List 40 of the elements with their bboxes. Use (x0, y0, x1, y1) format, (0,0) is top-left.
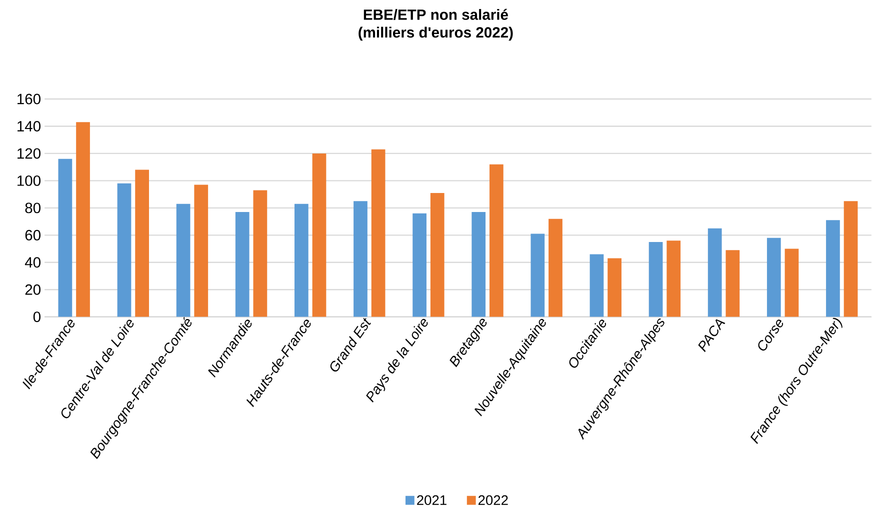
bar (472, 212, 486, 317)
bar (371, 150, 386, 317)
legend-label: 2022 (478, 495, 508, 506)
bar (194, 184, 208, 317)
y-tick-label: 80 (25, 202, 40, 214)
bar (608, 258, 622, 317)
y-tick-label: 100 (18, 176, 40, 186)
chart-subtitle: (milliers d'euros 2022) (358, 26, 513, 41)
bar (766, 238, 781, 317)
y-tick-label: 40 (24, 257, 40, 268)
bar (430, 193, 444, 317)
bar (826, 220, 840, 317)
bar (58, 159, 72, 317)
y-tick-label: 20 (25, 284, 40, 295)
bar (294, 204, 308, 317)
bar (76, 122, 90, 317)
bar (490, 164, 504, 317)
bar (784, 248, 799, 317)
bar (530, 234, 545, 317)
bar (312, 154, 326, 317)
bar (648, 242, 663, 317)
y-tick-label: 160 (18, 94, 40, 104)
bar (412, 214, 426, 317)
bar (548, 218, 562, 317)
bar (176, 204, 190, 317)
bar (117, 184, 132, 317)
bar (590, 254, 604, 317)
bar (666, 240, 681, 317)
chart-title: EBE/ETP non salarié (364, 9, 508, 20)
bar (235, 212, 250, 317)
y-tick-label: 140 (18, 121, 40, 132)
bar (354, 201, 368, 317)
bar (844, 201, 858, 317)
bar (135, 170, 150, 317)
legend-label: 2021 (417, 495, 446, 506)
bar (253, 190, 268, 317)
bar (708, 228, 722, 317)
y-tick-label: 60 (25, 230, 40, 241)
y-tick-label: 120 (18, 148, 40, 159)
bar (726, 250, 740, 317)
